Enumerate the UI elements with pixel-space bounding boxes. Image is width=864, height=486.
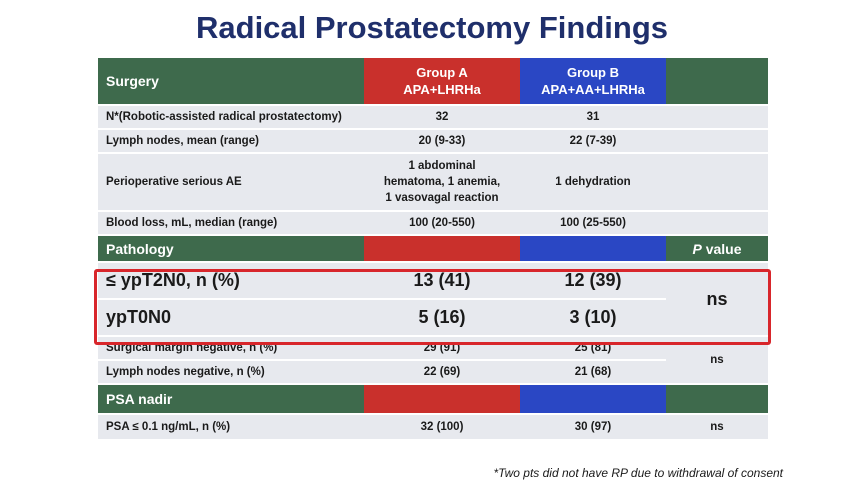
group-a-band [364, 236, 520, 261]
table-row: Perioperative serious AE 1 abdominal hem… [98, 154, 768, 210]
table-row: Lymph nodes, mean (range) 20 (9-33) 22 (… [98, 130, 768, 152]
row-label: Perioperative serious AE [98, 154, 364, 210]
row-label: PSA ≤ 0.1 ng/mL, n (%) [98, 415, 364, 439]
table-row: ≤ ypT2N0, n (%) 13 (41) 12 (39) ns [98, 263, 768, 335]
p-value-cell: ns [666, 263, 768, 335]
group-a-value: 32 (100) [364, 415, 520, 439]
group-a-header: Group A APA+LHRHa [364, 58, 520, 104]
row-label: ypT0N0 [98, 300, 364, 335]
group-b-value: 25 (81) [520, 337, 666, 359]
group-a-value: 20 (9-33) [364, 130, 520, 152]
row-label: N*(Robotic-assisted radical prostatectom… [98, 106, 364, 128]
ae-line: 1 vasovagal reaction [385, 192, 499, 204]
group-a-value: 22 (69) [364, 361, 520, 383]
pathology-header-row: Pathology P value [98, 236, 768, 261]
table-row: PSA ≤ 0.1 ng/mL, n (%) 32 (100) 30 (97) … [98, 415, 768, 439]
group-b-value: 3 (10) [520, 300, 666, 335]
p-italic: P [692, 240, 702, 257]
surgery-header-row: Surgery Group A APA+LHRHa Group B APA+AA… [98, 58, 768, 104]
p-value-text: value [701, 240, 742, 257]
group-b-header: Group B APA+AA+LHRHa [520, 58, 666, 104]
group-b-value: 31 [520, 106, 666, 128]
group-a-value: 13 (41) [364, 263, 520, 298]
p-value-cell [666, 212, 768, 234]
group-b-value: 12 (39) [520, 263, 666, 298]
p-value-cell [666, 130, 768, 152]
group-b-value: 21 (68) [520, 361, 666, 383]
group-a-value: 29 (91) [364, 337, 520, 359]
group-b-band [520, 385, 666, 413]
group-a-title: Group A [416, 65, 468, 80]
group-a-value: 32 [364, 106, 520, 128]
psa-header-empty [666, 385, 768, 413]
group-b-value: 30 (97) [520, 415, 666, 439]
p-value-cell [666, 154, 768, 210]
group-b-regimen: APA+AA+LHRHa [541, 82, 645, 97]
table-row: Surgical margin negative, n (%) 29 (91) … [98, 337, 768, 383]
row-label: Lymph nodes negative, n (%) [98, 361, 364, 383]
table-row: ypT0N0 5 (16) 3 (10) [98, 300, 768, 335]
row-label: Lymph nodes, mean (range) [98, 130, 364, 152]
group-b-value: 100 (25-550) [520, 212, 666, 234]
psa-header-label: PSA nadir [98, 385, 364, 413]
table-row: Lymph nodes negative, n (%) 22 (69) 21 (… [98, 361, 768, 383]
group-b-title: Group B [567, 65, 619, 80]
page-title: Radical Prostatectomy Findings [196, 10, 668, 45]
group-b-value: 22 (7-39) [520, 130, 666, 152]
group-a-regimen: APA+LHRHa [403, 82, 481, 97]
footnote: *Two pts did not have RP due to withdraw… [493, 466, 784, 480]
group-a-value: 5 (16) [364, 300, 520, 335]
surgery-header-label: Surgery [98, 58, 364, 104]
findings-table: Surgery Group A APA+LHRHa Group B APA+AA… [98, 56, 768, 441]
row-label: Surgical margin negative, n (%) [98, 337, 364, 359]
group-b-band [520, 236, 666, 261]
group-a-band [364, 385, 520, 413]
surgery-header-empty [666, 58, 768, 104]
row-label: ≤ ypT2N0, n (%) [98, 263, 364, 298]
psa-header-row: PSA nadir [98, 385, 768, 413]
pathology-header-label: Pathology [98, 236, 364, 261]
p-value-cell [666, 106, 768, 128]
p-value-cell: ns [666, 337, 768, 383]
table-row: N*(Robotic-assisted radical prostatectom… [98, 106, 768, 128]
group-b-value: 1 dehydration [520, 154, 666, 210]
table-row: Blood loss, mL, median (range) 100 (20-5… [98, 212, 768, 234]
p-value-header: P value [666, 236, 768, 261]
group-a-value: 1 abdominal hematoma, 1 anemia, 1 vasova… [364, 154, 520, 210]
ae-line: hematoma, 1 anemia, [383, 176, 501, 188]
ae-line: 1 abdominal [408, 160, 476, 172]
group-a-value: 100 (20-550) [364, 212, 520, 234]
p-value-cell: ns [666, 415, 768, 439]
row-label: Blood loss, mL, median (range) [98, 212, 364, 234]
